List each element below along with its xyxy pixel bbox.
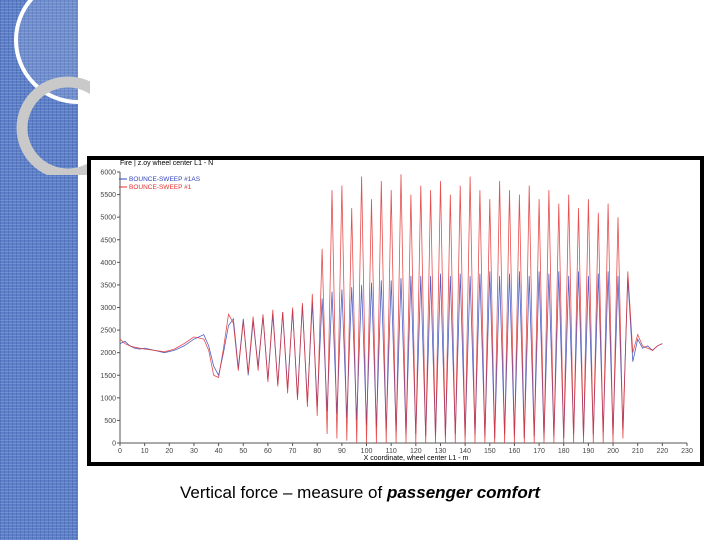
plot-area: 0500100015002000250030003500400045005000… [100, 170, 693, 456]
x-tick-label: 30 [190, 448, 198, 455]
caption: Vertical force – measure of passenger co… [0, 483, 720, 503]
x-tick-label: 110 [386, 448, 397, 455]
caption-text: Vertical force – measure of [180, 483, 383, 502]
x-tick-label: 160 [509, 448, 521, 455]
y-tick-label: 1500 [100, 373, 116, 380]
y-tick-label: 500 [104, 418, 116, 425]
x-tick-label: 60 [264, 448, 272, 455]
y-tick-label: 3000 [100, 305, 116, 312]
y-tick-label: 4000 [100, 260, 116, 267]
x-tick-label: 190 [583, 448, 595, 455]
vertical-force-chart: 0500100015002000250030003500400045005000… [91, 160, 700, 462]
x-tick-label: 140 [459, 448, 471, 455]
y-tick-label: 2000 [100, 350, 116, 357]
deco-circle-large [14, 0, 90, 104]
x-tick-label: 50 [239, 448, 247, 455]
y-tick-label: 5500 [100, 192, 116, 199]
legend-label-blue: BOUNCE-SWEEP #1AS [129, 176, 201, 183]
x-tick-label: 130 [435, 448, 447, 455]
x-tick-label: 220 [657, 448, 669, 455]
x-axis-label: X coordinate, wheel center L1 - m [364, 455, 469, 462]
x-tick-label: 0 [118, 448, 122, 455]
y-tick-label: 2500 [100, 328, 116, 335]
chart-title: Fire | z.oy wheel center L1 - N [120, 160, 213, 167]
legend: BOUNCE-SWEEP #1AS BOUNCE-SWEEP #1 [119, 176, 201, 191]
series-line-red [119, 174, 663, 444]
x-tick-label: 40 [215, 448, 223, 455]
y-tick-label: 5000 [100, 215, 116, 222]
y-tick-label: 0 [112, 441, 116, 448]
x-tick-label: 70 [289, 448, 297, 455]
x-tick-label: 200 [607, 448, 619, 455]
y-tick-label: 6000 [100, 170, 116, 177]
x-tick-label: 230 [681, 448, 693, 455]
y-tick-label: 3500 [100, 282, 116, 289]
chart-frame: 0 500 1000 1500 2000 2500 3000 3500 4000 4500 5000… [87, 156, 704, 466]
x-tick-label: 10 [141, 448, 149, 455]
x-tick-label: 180 [558, 448, 570, 455]
caption-emphasis: passenger comfort [386, 483, 540, 502]
x-tick-label: 20 [165, 448, 173, 455]
x-tick-label: 100 [361, 448, 373, 455]
x-tick-label: 120 [410, 448, 422, 455]
x-tick-label: 90 [338, 448, 346, 455]
decorative-circles [14, 0, 90, 175]
series-line-blue [119, 271, 663, 439]
x-tick-label: 80 [313, 448, 321, 455]
x-tick-label: 150 [484, 448, 496, 455]
y-tick-label: 4500 [100, 237, 116, 244]
x-tick-label: 170 [533, 448, 545, 455]
legend-label-red: BOUNCE-SWEEP #1 [129, 184, 192, 191]
deco-circle-small [16, 76, 90, 175]
y-tick-label: 1000 [100, 395, 116, 402]
x-tick-label: 210 [632, 448, 644, 455]
